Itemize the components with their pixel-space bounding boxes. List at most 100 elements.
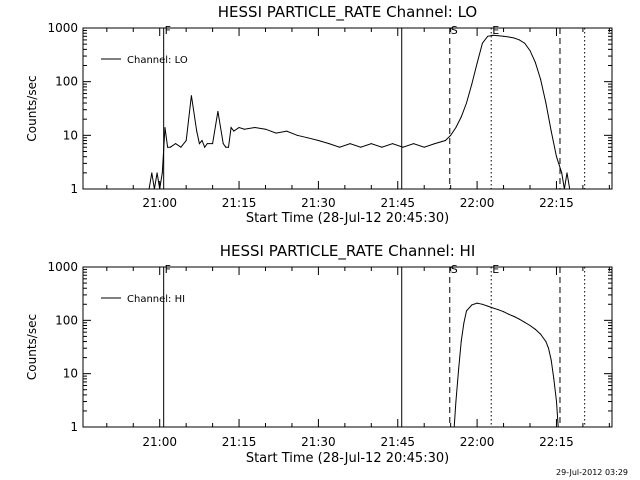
data-point (513, 37, 515, 39)
y-tick-label: 1000 (47, 21, 78, 35)
data-point (381, 146, 383, 148)
data-point (563, 188, 565, 190)
data-point (317, 140, 319, 142)
data-point (227, 146, 229, 148)
data-point (540, 333, 542, 335)
y-tick-label: 1 (70, 420, 78, 434)
panel-lo: HESSI PARTICLE_RATE Channel: LO 1 10 100 100… (25, 3, 613, 226)
data-point (481, 42, 483, 44)
x-tick-label: 21:30 (301, 196, 336, 210)
data-point (550, 359, 552, 361)
data-point (455, 401, 457, 403)
data-point (370, 143, 372, 145)
data-point (217, 110, 219, 112)
y-tick-label: 1000 (47, 260, 78, 274)
data-point (391, 143, 393, 145)
data-point (458, 368, 460, 370)
data-point (476, 302, 478, 304)
data-point (476, 62, 478, 64)
panel-hi: HESSI PARTICLE_RATE Channel: HI 1 10 100 100… (25, 242, 613, 466)
y-tick-label: 1 (70, 182, 78, 196)
data-point (481, 303, 483, 305)
data-point (487, 305, 489, 307)
data-point (161, 172, 163, 174)
series-line (453, 302, 559, 428)
data-point (201, 140, 203, 142)
data-point (503, 35, 505, 37)
x-tick-label: 21:45 (380, 435, 415, 449)
plot-frame (82, 266, 613, 428)
data-point (503, 311, 505, 313)
data-point (444, 140, 446, 142)
data-point (286, 130, 288, 132)
x-axis-label: Start Time (28-Jul-12 20:45:30) (246, 451, 449, 466)
data-point (423, 146, 425, 148)
data-point (233, 130, 235, 132)
data-point (492, 34, 494, 36)
data-point (212, 143, 214, 145)
data-point (492, 307, 494, 309)
y-axis-label: Counts/sec (25, 75, 39, 141)
data-point (339, 146, 341, 148)
data-point (545, 102, 547, 104)
data-point (534, 328, 536, 330)
data-point (225, 146, 227, 148)
data-point (518, 39, 520, 41)
data-point (180, 146, 182, 148)
data-point (190, 95, 192, 97)
y-tick-label: 100 (55, 75, 78, 89)
footer-timestamp: 29-Jul-2012 03:29 (556, 468, 628, 477)
data-point (450, 134, 452, 136)
data-point (555, 401, 557, 403)
x-tick-label: 21:15 (222, 435, 257, 449)
series-line (148, 34, 573, 190)
data-point (569, 188, 571, 190)
data-point (360, 146, 362, 148)
x-tick-label: 22:15 (539, 435, 574, 449)
data-point (206, 143, 208, 145)
data-point (548, 347, 550, 349)
data-point (497, 309, 499, 311)
data-point (175, 143, 177, 145)
event-label: F (165, 263, 171, 276)
x-tick-label: 21:15 (222, 196, 257, 210)
data-point (185, 140, 187, 142)
data-point (328, 143, 330, 145)
data-point (566, 172, 568, 174)
data-point (529, 325, 531, 327)
x-tick-label: 21:45 (380, 196, 415, 210)
event-label: E (492, 263, 499, 276)
data-point (153, 188, 155, 190)
event-label: E (492, 24, 499, 37)
data-point (555, 156, 557, 158)
data-point (460, 341, 462, 343)
y-tick-label: 100 (55, 313, 78, 327)
data-point (534, 61, 536, 63)
data-point (571, 188, 573, 190)
plot-frame (82, 27, 613, 190)
data-point (471, 83, 473, 85)
x-tick-label: 21:00 (142, 196, 177, 210)
data-point (524, 42, 526, 44)
data-point (402, 146, 404, 148)
data-point (455, 126, 457, 128)
event-label: F (165, 24, 171, 37)
data-point (518, 318, 520, 320)
chart-title: HESSI PARTICLE_RATE Channel: HI (220, 242, 476, 261)
data-point (148, 188, 150, 190)
y-tick-label: 10 (63, 367, 78, 381)
data-point (524, 321, 526, 323)
data-point (169, 146, 171, 148)
data-point (413, 143, 415, 145)
data-point (460, 116, 462, 118)
data-point (238, 126, 240, 128)
data-point (557, 426, 559, 428)
data-point (167, 146, 169, 148)
chart-title: HESSI PARTICLE_RATE Channel: LO (218, 3, 477, 22)
data-point (487, 35, 489, 37)
data-point (529, 50, 531, 52)
data-point (275, 132, 277, 134)
data-point (545, 341, 547, 343)
data-point (265, 128, 267, 130)
